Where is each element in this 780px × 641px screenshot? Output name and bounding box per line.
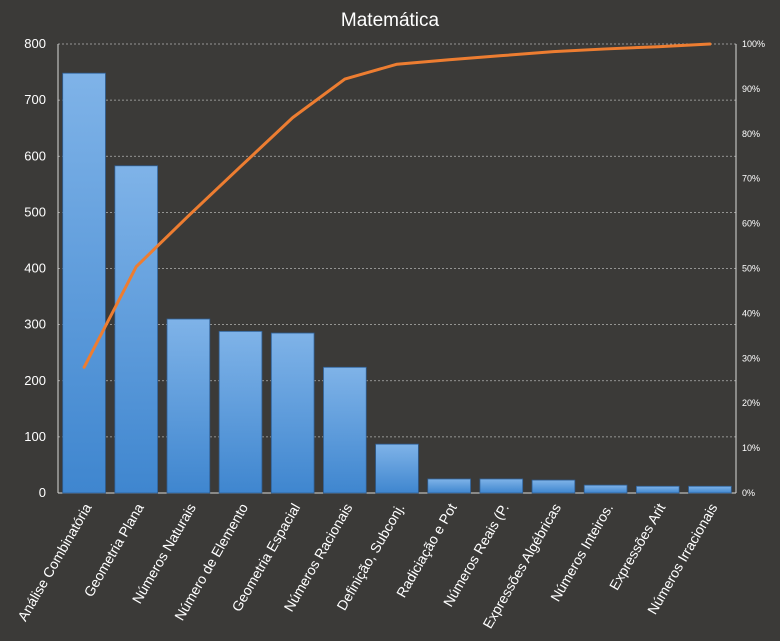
y2-tick-label: 90% (742, 84, 760, 94)
y2-tick-label: 60% (742, 219, 760, 229)
bar (688, 485, 732, 494)
bar (531, 479, 576, 494)
y2-tick-label: 20% (742, 398, 760, 408)
y-tick-label: 600 (24, 148, 46, 163)
bar (479, 478, 524, 494)
y-tick-label: 100 (24, 429, 46, 444)
bar (270, 332, 315, 494)
bars (62, 72, 732, 494)
bar (375, 443, 419, 494)
chart-title: Matemática (341, 10, 440, 31)
bar (62, 72, 106, 494)
y-tick-label: 500 (24, 204, 46, 219)
y2-tick-label: 80% (742, 129, 760, 139)
y2-tick-label: 70% (742, 174, 760, 184)
bar (166, 318, 211, 494)
y-tick-label: 200 (24, 373, 46, 388)
y-tick-label: 0 (39, 485, 46, 500)
y2-tick-label: 10% (742, 443, 760, 453)
y2-tick-label: 30% (742, 353, 760, 363)
bar (218, 330, 263, 494)
bar (323, 366, 367, 494)
cumulative-line-path (82, 42, 712, 369)
y-axis-left: 0 100 200 300 400 500 600 700 800 (24, 36, 46, 500)
y-tick-label: 300 (24, 317, 46, 332)
y2-tick-label: 0% (742, 488, 755, 498)
bar (114, 165, 159, 494)
y2-tick-label: 100% (742, 39, 765, 49)
y2-tick-label: 40% (742, 308, 760, 318)
bar (583, 484, 628, 494)
bar (427, 478, 471, 494)
cumulative-line (82, 42, 712, 369)
bar (635, 485, 680, 494)
y-axis-right: 0% 10% 20% 30% 40% 50% 60% 70% 80% 90% 100% (742, 39, 765, 498)
y-tick-label: 400 (24, 261, 46, 276)
y-tick-label: 700 (24, 92, 46, 107)
y2-tick-label: 50% (742, 264, 760, 274)
y-tick-label: 800 (24, 36, 46, 51)
